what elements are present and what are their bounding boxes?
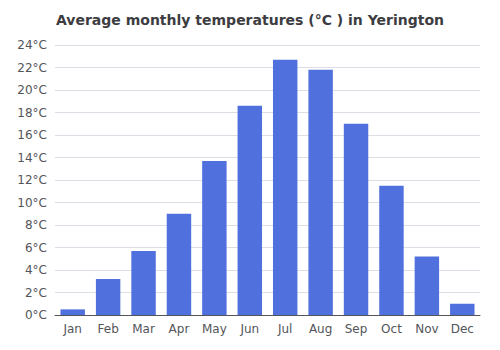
svg-text:Jan: Jan bbox=[62, 322, 82, 336]
svg-text:Feb: Feb bbox=[98, 322, 119, 336]
svg-text:4°C: 4°C bbox=[25, 263, 47, 277]
svg-text:Oct: Oct bbox=[381, 322, 402, 336]
svg-text:May: May bbox=[202, 322, 227, 336]
svg-text:Jul: Jul bbox=[277, 322, 292, 336]
svg-text:Jun: Jun bbox=[239, 322, 259, 336]
svg-text:Average monthly temperatures (: Average monthly temperatures (°C ) in Ye… bbox=[56, 12, 444, 28]
svg-text:10°C: 10°C bbox=[17, 196, 47, 210]
svg-text:Mar: Mar bbox=[132, 322, 155, 336]
svg-text:Aug: Aug bbox=[309, 322, 332, 336]
svg-text:Sep: Sep bbox=[345, 322, 368, 336]
svg-text:12°C: 12°C bbox=[17, 173, 47, 187]
svg-text:20°C: 20°C bbox=[17, 83, 47, 97]
svg-text:Apr: Apr bbox=[169, 322, 190, 336]
svg-text:Dec: Dec bbox=[451, 322, 474, 336]
svg-text:6°C: 6°C bbox=[25, 241, 47, 255]
svg-text:2°C: 2°C bbox=[25, 286, 47, 300]
svg-text:24°C: 24°C bbox=[17, 38, 47, 52]
svg-text:18°C: 18°C bbox=[17, 106, 47, 120]
svg-text:0°C: 0°C bbox=[25, 308, 47, 322]
svg-text:8°C: 8°C bbox=[25, 218, 47, 232]
svg-text:Nov: Nov bbox=[415, 322, 438, 336]
svg-text:16°C: 16°C bbox=[17, 128, 47, 142]
svg-text:22°C: 22°C bbox=[17, 61, 47, 75]
svg-text:14°C: 14°C bbox=[17, 151, 47, 165]
